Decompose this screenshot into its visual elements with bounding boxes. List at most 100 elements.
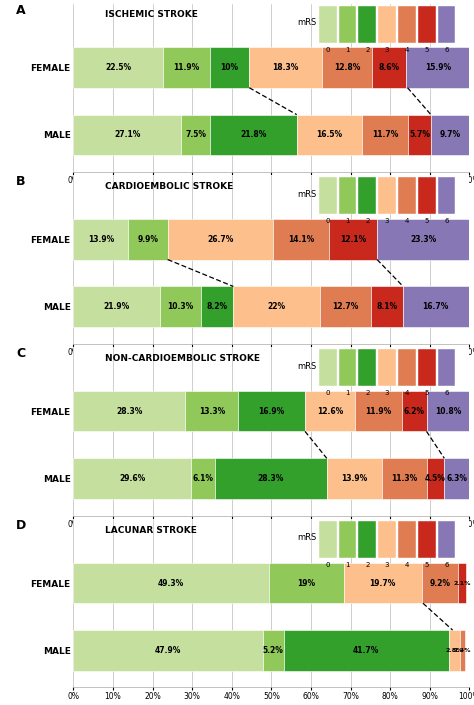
Text: 1.4%: 1.4% bbox=[454, 648, 471, 653]
Text: 6: 6 bbox=[444, 47, 449, 53]
Bar bbox=[338, 6, 356, 42]
Text: CARDIOEMBOLIC STROKE: CARDIOEMBOLIC STROKE bbox=[105, 182, 233, 191]
Text: 11.9%: 11.9% bbox=[173, 63, 199, 72]
Text: 8.6%: 8.6% bbox=[379, 63, 400, 72]
Bar bbox=[338, 521, 356, 558]
Text: 1: 1 bbox=[345, 391, 350, 396]
Text: D: D bbox=[16, 519, 27, 532]
Bar bbox=[73, 47, 163, 87]
Text: 49.3%: 49.3% bbox=[158, 579, 184, 587]
Text: 10.8%: 10.8% bbox=[435, 407, 461, 416]
Bar bbox=[418, 6, 436, 42]
Bar bbox=[378, 6, 396, 42]
Text: 21.9%: 21.9% bbox=[104, 302, 130, 311]
Text: 12.6%: 12.6% bbox=[317, 407, 343, 416]
Bar bbox=[403, 286, 469, 327]
Text: 4.5%: 4.5% bbox=[425, 474, 446, 483]
Text: 1: 1 bbox=[345, 562, 350, 568]
Text: 5: 5 bbox=[425, 391, 429, 396]
Bar bbox=[418, 178, 436, 214]
Text: 10.3%: 10.3% bbox=[167, 302, 194, 311]
Text: 14.1%: 14.1% bbox=[288, 235, 314, 244]
Bar bbox=[73, 630, 263, 670]
Text: B: B bbox=[16, 176, 26, 188]
Text: 28.3%: 28.3% bbox=[116, 407, 143, 416]
Bar bbox=[444, 458, 469, 498]
Text: 4: 4 bbox=[405, 47, 409, 53]
Bar bbox=[344, 563, 422, 603]
Text: 3: 3 bbox=[385, 219, 389, 224]
Text: 11.9%: 11.9% bbox=[365, 407, 392, 416]
Text: 2: 2 bbox=[365, 391, 370, 396]
Text: 5.2%: 5.2% bbox=[263, 646, 284, 655]
Text: 1: 1 bbox=[345, 47, 350, 53]
Bar bbox=[431, 115, 469, 155]
Bar bbox=[338, 178, 356, 214]
Text: 9.7%: 9.7% bbox=[439, 130, 461, 140]
Bar bbox=[319, 521, 337, 558]
Bar bbox=[402, 391, 427, 431]
Bar bbox=[382, 458, 427, 498]
Bar bbox=[438, 178, 456, 214]
Bar bbox=[371, 286, 403, 327]
Text: 5.7%: 5.7% bbox=[409, 130, 430, 140]
Bar bbox=[327, 458, 382, 498]
Text: 16.7%: 16.7% bbox=[423, 302, 449, 311]
Text: 9.9%: 9.9% bbox=[137, 235, 159, 244]
Bar bbox=[297, 115, 362, 155]
Text: 5: 5 bbox=[425, 219, 429, 224]
Bar bbox=[210, 47, 249, 87]
Text: 4: 4 bbox=[405, 391, 409, 396]
Bar bbox=[408, 115, 431, 155]
Bar bbox=[320, 286, 371, 327]
Bar bbox=[427, 458, 444, 498]
Bar bbox=[73, 563, 269, 603]
Text: 0: 0 bbox=[326, 47, 330, 53]
Text: 12.7%: 12.7% bbox=[332, 302, 359, 311]
Bar bbox=[355, 391, 402, 431]
Bar bbox=[362, 115, 408, 155]
Text: 1: 1 bbox=[345, 219, 350, 224]
Bar bbox=[163, 47, 210, 87]
Bar bbox=[398, 521, 416, 558]
Bar bbox=[460, 630, 465, 670]
Text: 2: 2 bbox=[365, 219, 370, 224]
Text: 0: 0 bbox=[326, 562, 330, 568]
Text: 6.3%: 6.3% bbox=[447, 474, 467, 483]
Text: mRS: mRS bbox=[298, 18, 317, 27]
Text: 8.2%: 8.2% bbox=[207, 302, 228, 311]
Text: ISCHEMIC STROKE: ISCHEMIC STROKE bbox=[105, 11, 198, 19]
Text: 12.8%: 12.8% bbox=[334, 63, 360, 72]
Text: 5: 5 bbox=[425, 562, 429, 568]
Bar bbox=[73, 219, 128, 259]
Text: A: A bbox=[16, 4, 26, 16]
Text: 26.7%: 26.7% bbox=[207, 235, 234, 244]
Text: 47.9%: 47.9% bbox=[155, 646, 182, 655]
Text: 13.3%: 13.3% bbox=[199, 407, 225, 416]
Text: 16.9%: 16.9% bbox=[258, 407, 285, 416]
Bar bbox=[449, 630, 460, 670]
Text: 21.8%: 21.8% bbox=[240, 130, 267, 140]
Bar bbox=[406, 47, 469, 87]
Text: 28.3%: 28.3% bbox=[257, 474, 284, 483]
Text: 2.1%: 2.1% bbox=[454, 580, 471, 586]
Bar bbox=[73, 458, 191, 498]
Text: 9.2%: 9.2% bbox=[429, 579, 450, 587]
Bar bbox=[185, 391, 238, 431]
Text: 0: 0 bbox=[326, 219, 330, 224]
Bar bbox=[358, 6, 376, 42]
Bar bbox=[269, 563, 344, 603]
Bar bbox=[398, 6, 416, 42]
Bar bbox=[418, 349, 436, 386]
Bar bbox=[438, 349, 456, 386]
Text: 7.5%: 7.5% bbox=[185, 130, 206, 140]
Bar bbox=[372, 47, 406, 87]
Bar bbox=[329, 219, 377, 259]
Text: mRS: mRS bbox=[298, 534, 317, 542]
Bar bbox=[73, 115, 181, 155]
Text: 6.2%: 6.2% bbox=[404, 407, 425, 416]
Bar bbox=[422, 563, 458, 603]
Bar bbox=[191, 458, 215, 498]
Bar bbox=[427, 391, 469, 431]
Text: 13.9%: 13.9% bbox=[88, 235, 114, 244]
